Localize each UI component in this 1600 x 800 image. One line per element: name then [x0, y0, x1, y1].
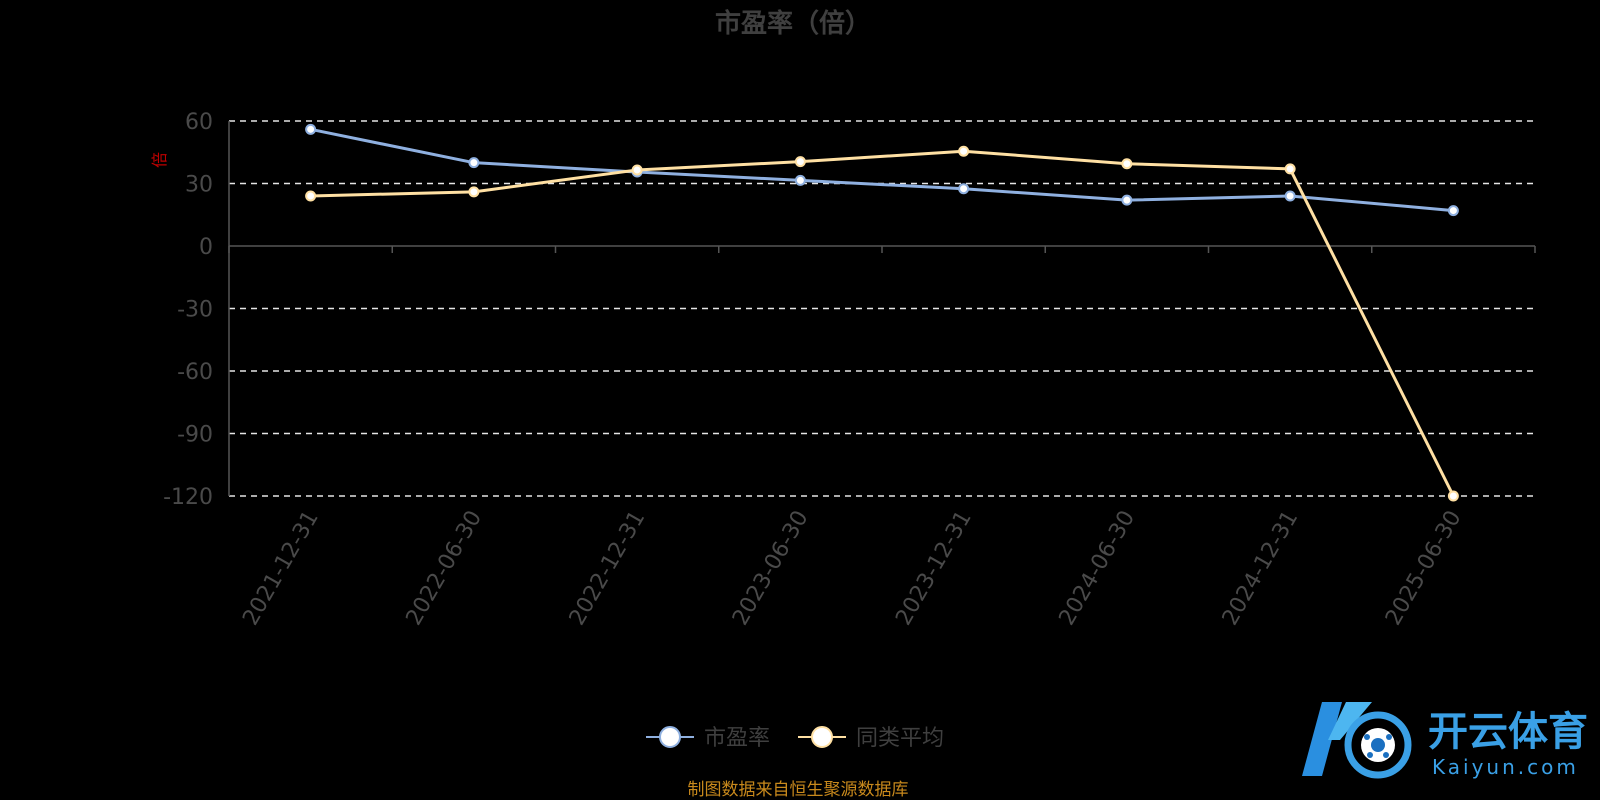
- y-tick-label: -90: [177, 423, 213, 448]
- y-tick-label: -30: [177, 298, 213, 323]
- y-tick-label: 60: [185, 110, 213, 135]
- y-axis-label: 倍: [150, 152, 169, 168]
- data-point-series-1[interactable]: [794, 156, 806, 168]
- legend-marker-pe: [659, 726, 681, 748]
- legend-label-pe: 市盈率: [704, 726, 770, 751]
- y-axis-ticks: 60 30 0 -30 -60 -90 -120: [163, 110, 213, 510]
- x-tick-label: 2023-12-31: [891, 507, 977, 630]
- data-source-note: 制图数据来自恒生聚源数据库: [688, 780, 909, 800]
- data-point-series-0[interactable]: [1447, 205, 1459, 217]
- watermark-en-text: Kaiyun.com: [1432, 755, 1579, 779]
- data-point-series-1[interactable]: [1284, 163, 1296, 175]
- x-axis-ticks: 2021-12-31 2022-06-30 2022-12-31 2023-06-30…: [238, 507, 1466, 630]
- y-tick-label: -60: [177, 360, 213, 385]
- logo-mark: [1302, 702, 1412, 779]
- grid-lines: [229, 120, 1535, 497]
- x-tick-label: 2022-06-30: [401, 507, 487, 630]
- data-point-series-1[interactable]: [958, 145, 970, 157]
- x-tick-label: 2025-06-30: [1381, 507, 1467, 630]
- data-point-series-1[interactable]: [1121, 158, 1133, 170]
- data-point-series-0[interactable]: [468, 157, 480, 169]
- x-tick-label: 2023-06-30: [728, 507, 814, 630]
- legend-item-peer-avg[interactable]: 同类平均: [798, 726, 944, 751]
- data-point-series-0[interactable]: [305, 123, 317, 135]
- series-line-0: [310, 127, 1454, 213]
- data-point-series-1[interactable]: [305, 190, 317, 202]
- series-line-1: [310, 149, 1455, 497]
- legend-item-pe[interactable]: 市盈率: [646, 726, 770, 751]
- data-point-series-0[interactable]: [1121, 194, 1133, 206]
- data-point-series-1[interactable]: [631, 164, 643, 176]
- y-tick-label: -120: [163, 485, 213, 510]
- chart-title: 市盈率（倍）: [715, 8, 871, 39]
- x-tick-label: 2024-06-30: [1054, 507, 1140, 630]
- watermark-cn-text: 开云体育: [1428, 709, 1588, 755]
- data-point-series-1[interactable]: [468, 186, 480, 198]
- series-lines: [305, 123, 1459, 502]
- axes: [228, 121, 1536, 496]
- legend[interactable]: 市盈率 同类平均: [646, 726, 944, 751]
- x-tick-label: 2024-12-31: [1218, 507, 1304, 630]
- x-tick-label: 2022-12-31: [565, 507, 651, 630]
- y-tick-label: 0: [199, 235, 213, 260]
- data-point-series-1[interactable]: [1447, 490, 1459, 502]
- y-tick-label: 30: [185, 173, 213, 198]
- data-point-series-0[interactable]: [794, 174, 806, 186]
- data-point-series-0[interactable]: [958, 183, 970, 195]
- watermark-logo: 开云体育 Kaiyun.com: [1302, 702, 1588, 779]
- data-point-series-0[interactable]: [1284, 190, 1296, 202]
- x-tick-label: 2021-12-31: [238, 507, 324, 630]
- legend-label-peer-avg: 同类平均: [856, 726, 944, 751]
- legend-marker-peer-avg: [811, 726, 833, 748]
